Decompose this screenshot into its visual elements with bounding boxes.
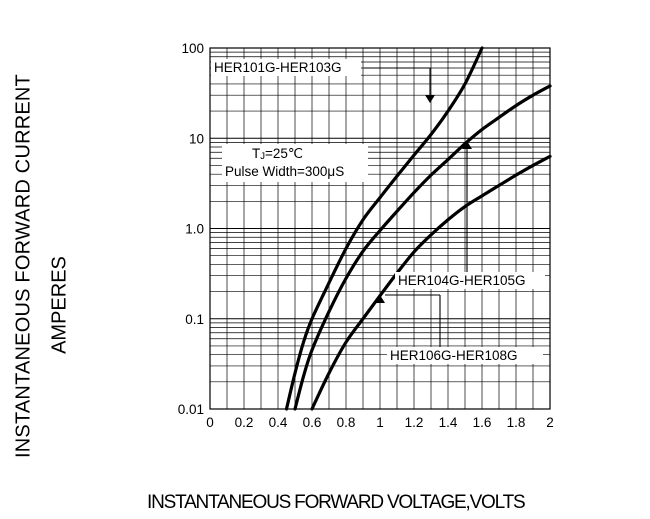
- series-curves: [284, 46, 552, 411]
- conditions-bg: [222, 144, 368, 182]
- series-label-3: HER106G-HER108G: [390, 348, 518, 363]
- series-line-2: [293, 84, 552, 411]
- conditions-line-1: TJ=25℃: [252, 146, 303, 162]
- x-tick-label: 0: [206, 415, 214, 430]
- y-tick-label: 10: [189, 131, 204, 146]
- x-tick-label: 0.8: [337, 415, 356, 430]
- series-label-2: HER104G-HER105G: [398, 273, 526, 288]
- test-conditions-box: TJ=25℃ Pulse Width=300μS: [222, 144, 368, 182]
- y-tick-labels: 0.01 0.1 1.0 10 100: [178, 41, 204, 417]
- plot-frame: [209, 47, 551, 410]
- x-tick-label: 1.4: [439, 415, 458, 430]
- leader-arrowhead: [375, 295, 385, 303]
- x-tick-label: 1.8: [507, 415, 526, 430]
- y-tick-label: 0.01: [178, 402, 204, 417]
- series-line-1: [284, 46, 484, 411]
- x-tick-label: 0.2: [235, 415, 254, 430]
- series-label-1-bg: [211, 59, 361, 76]
- series-label-1: HER101G-HER103G: [214, 60, 342, 75]
- series-label-3-bg: [387, 347, 543, 364]
- x-tick-label: 0.6: [303, 415, 322, 430]
- x-tick-label: 1.2: [405, 415, 424, 430]
- x-tick-label: 1.6: [473, 415, 492, 430]
- series-labels: HER101G-HER103G HER104G-HER105G HER106G-HE…: [211, 59, 545, 364]
- y-tick-label: 0.1: [185, 312, 204, 327]
- conditions-line-2: Pulse Width=300μS: [225, 164, 344, 179]
- x-tick-label: 0.4: [269, 415, 288, 430]
- y-tick-label: 1.0: [185, 222, 204, 237]
- y-tick-label: 100: [181, 41, 204, 56]
- x-tick-labels: 0 0.2 0.4 0.6 0.8 1 1.2 1.4 1.6 1.8 2: [206, 415, 554, 430]
- leader-arrowhead: [462, 141, 472, 149]
- series-label-2-bg: [395, 272, 545, 289]
- x-tick-label: 1: [376, 415, 384, 430]
- leader-arrowhead: [425, 95, 435, 103]
- x-axis-title: INSTANTANEOUS FORWARD VOLTAGE,VOLTS: [147, 492, 526, 513]
- series-line-3: [310, 154, 552, 411]
- x-tick-label: 2: [546, 415, 554, 430]
